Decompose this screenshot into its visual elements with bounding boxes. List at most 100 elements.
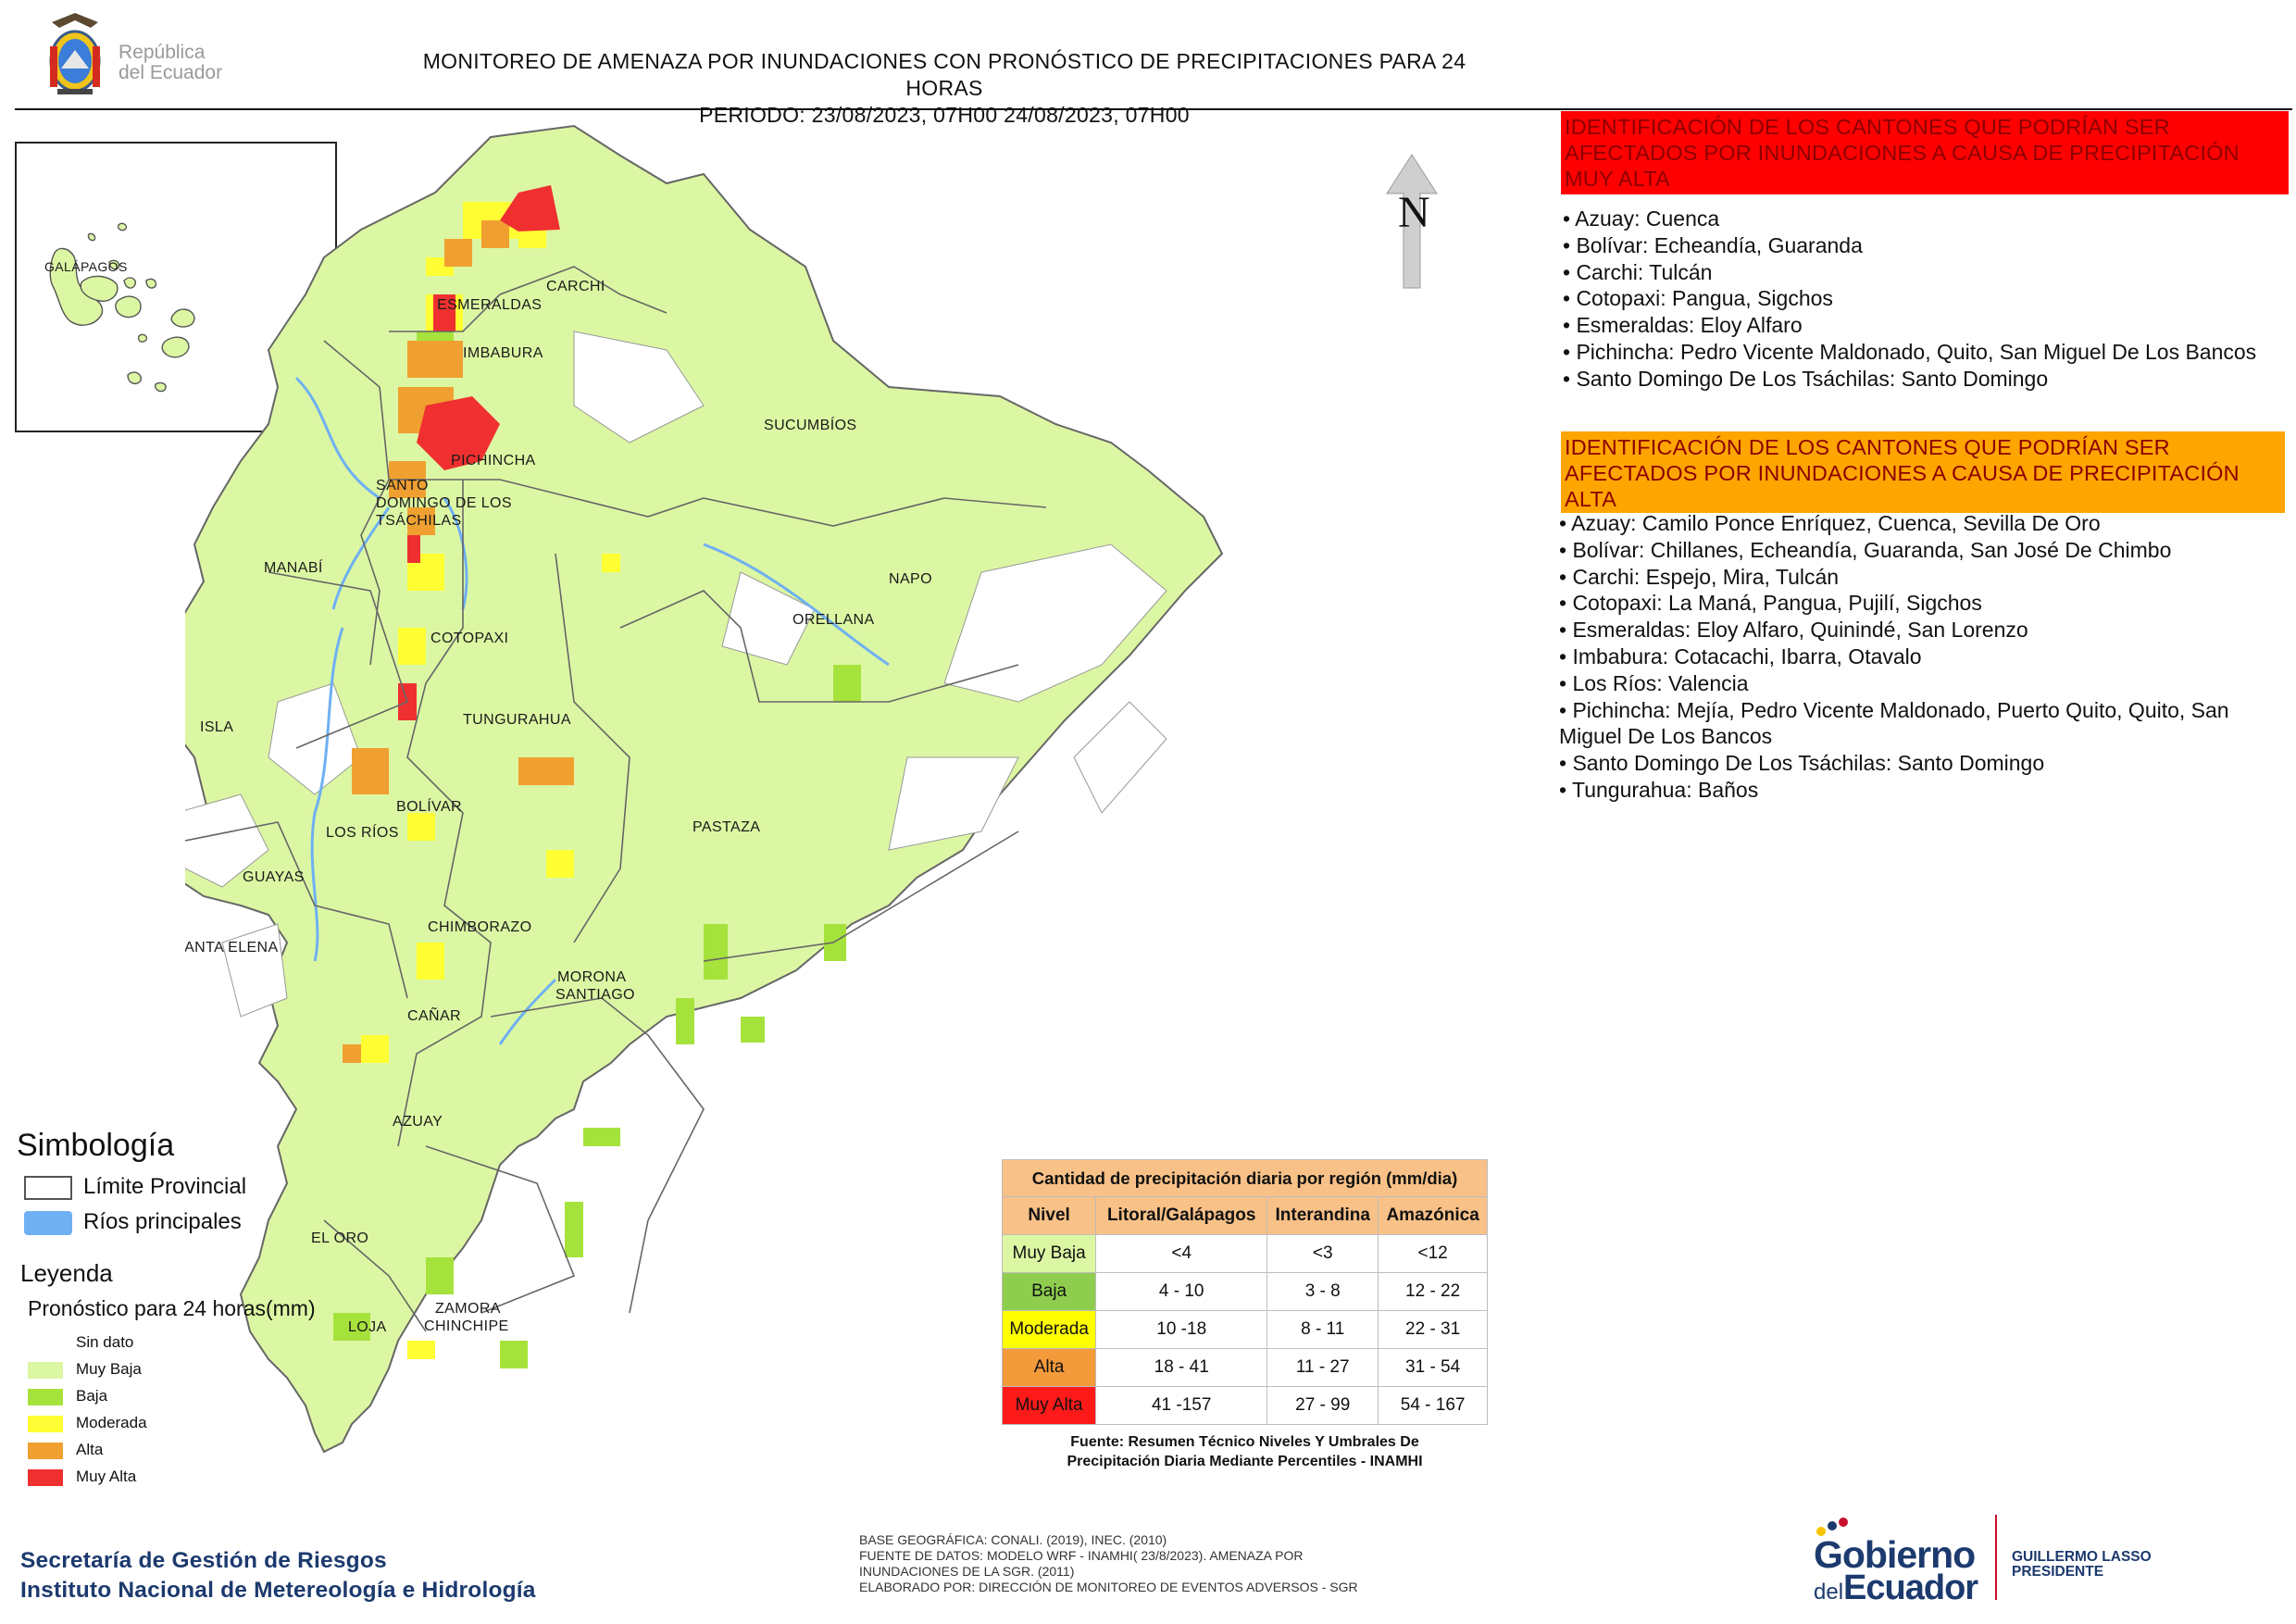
list-item: • Los Ríos: Valencia xyxy=(1559,670,1749,695)
table-row: Alta 18 - 41 11 - 27 31 - 54 xyxy=(1001,1348,1488,1387)
table-source: Fuente: Resumen Técnico Niveles Y Umbral… xyxy=(1002,1432,1488,1471)
label-guayas: GUAYAS xyxy=(243,869,305,885)
list-item: • Bolívar: Chillanes, Echeandía, Guarand… xyxy=(1559,537,2172,562)
list-item: • Carchi: Espejo, Mira, Tulcán xyxy=(1559,564,1840,589)
label-tungurahua: TUNGURAHUA xyxy=(463,712,571,728)
table-caption: Cantidad de precipitación diaria por reg… xyxy=(1002,1159,1488,1197)
level-cell: Muy Baja xyxy=(1001,1234,1097,1273)
list-item: • Azuay: Cuenca xyxy=(1563,206,1720,231)
list-item: • Bolívar: Echeandía, Guaranda xyxy=(1563,232,1863,257)
label-esmeraldas: ESMERALDAS xyxy=(437,297,542,313)
title-divider xyxy=(15,108,2292,110)
legend-swatch xyxy=(28,1361,63,1379)
credits: BASE GEOGRÁFICA: CONALI. (2019), INEC. (… xyxy=(859,1532,1433,1595)
organization-names: Secretaría de Gestión de Riesgos Institu… xyxy=(20,1546,536,1605)
source-line2: Precipitación Diaria Mediante Percentile… xyxy=(1067,1454,1423,1469)
ecuador-text: delEcuador xyxy=(1814,1568,1978,1607)
legend-swatch xyxy=(28,1388,63,1405)
legend-label: Alta xyxy=(76,1441,104,1458)
gobierno-logo: Gobierno delEcuador GUILLERMO LASSO PRES… xyxy=(1801,1507,2171,1607)
label-morona-1: MORONA xyxy=(557,969,626,985)
simbologia-rios: Ríos principales xyxy=(24,1209,242,1237)
label-manabi: MANABÍ xyxy=(264,558,323,576)
level-cell: Moderada xyxy=(1001,1310,1097,1349)
credits-line4: ELABORADO POR: DIRECCIÓN DE MONITOREO DE… xyxy=(859,1580,1358,1594)
legend-item: Baja xyxy=(28,1387,107,1409)
limite-swatch xyxy=(24,1175,72,1200)
value-cell: 18 - 41 xyxy=(1095,1348,1268,1387)
page-title: MONITOREO DE AMENAZA POR INUNDACIONES CO… xyxy=(389,48,1500,129)
value-cell: 41 -157 xyxy=(1095,1386,1268,1425)
list-item: • Esmeraldas: Eloy Alfaro, Quinindé, San… xyxy=(1559,618,2028,643)
legend-swatch xyxy=(28,1415,63,1432)
level-cell: Muy Alta xyxy=(1001,1386,1097,1425)
list-item: • Santo Domingo De Los Tsáchilas: Santo … xyxy=(1559,751,2045,776)
value-cell: 27 - 99 xyxy=(1267,1386,1379,1425)
list-item: • Esmeraldas: Eloy Alfaro xyxy=(1563,313,1803,338)
rios-swatch xyxy=(24,1210,72,1235)
legend-item: Muy Alta xyxy=(28,1468,136,1490)
label-carchi: CARCHI xyxy=(546,279,605,294)
leyenda-subtitle: Pronóstico para 24 horas(mm) xyxy=(28,1296,316,1320)
ecuador-map: CARCHI ESMERALDAS IMBABURA SUCUMBÍOS PIC… xyxy=(185,124,1224,1454)
limite-label: Límite Provincial xyxy=(83,1174,247,1199)
legend-label: Muy Baja xyxy=(76,1360,142,1378)
rios-label: Ríos principales xyxy=(83,1209,242,1234)
list-item: • Pichincha: Pedro Vicente Maldonado, Qu… xyxy=(1563,339,2257,364)
legend-swatch xyxy=(28,1334,63,1352)
north-arrow: N xyxy=(1379,153,1444,292)
value-cell: 8 - 11 xyxy=(1267,1310,1379,1349)
legend-item: Moderada xyxy=(28,1414,147,1436)
galapagos-islands: GALÁPAGOS xyxy=(44,222,195,393)
credits-line3: INUNDACIONES DE LA SGR. (2011) xyxy=(859,1564,1075,1579)
legend-item: Sin dato xyxy=(28,1333,133,1355)
table-row: Muy Baja <4 <3 <12 xyxy=(1001,1234,1488,1273)
legend-label: Sin dato xyxy=(76,1333,134,1351)
list-item: • Santo Domingo De Los Tsáchilas: Santo … xyxy=(1563,366,2049,391)
north-letter: N xyxy=(1398,188,1430,237)
level-cell: Alta xyxy=(1001,1348,1097,1387)
label-sto-domingo-3: TSÁCHILAS xyxy=(376,511,462,529)
credits-line1: BASE GEOGRÁFICA: CONALI. (2019), INEC. (… xyxy=(859,1532,1167,1547)
simbologia-title: Simbología xyxy=(17,1128,175,1163)
value-cell: 10 -18 xyxy=(1095,1310,1268,1349)
label-azuay: AZUAY xyxy=(393,1114,443,1130)
legend-item: Alta xyxy=(28,1441,103,1463)
table-row: Moderada 10 -18 8 - 11 22 - 31 xyxy=(1001,1310,1488,1349)
level-cell: Baja xyxy=(1001,1272,1097,1311)
list-item: • Cotopaxi: La Maná, Pangua, Pujilí, Sig… xyxy=(1559,591,1982,616)
muy-alta-list: • Azuay: Cuenca • Bolívar: Echeandía, Gu… xyxy=(1563,206,2285,393)
table-header: Litoral/Galápagos xyxy=(1095,1196,1268,1235)
label-zamora-1: ZAMORA xyxy=(435,1301,501,1317)
value-cell: 3 - 8 xyxy=(1267,1272,1379,1311)
legend-label: Muy Alta xyxy=(76,1468,137,1485)
label-bolivar: BOLÍVAR xyxy=(396,797,462,815)
legend-swatch xyxy=(28,1468,63,1486)
list-item: • Pichincha: Mejía, Pedro Vicente Maldon… xyxy=(1559,697,2229,749)
list-item: • Azuay: Camilo Ponce Enríquez, Cuenca, … xyxy=(1559,511,2101,535)
label-chimborazo: CHIMBORAZO xyxy=(428,919,531,935)
muy-alta-header: IDENTIFICACIÓN DE LOS CANTONES QUE PODRÍ… xyxy=(1561,111,2289,194)
table-row: Muy Alta 41 -157 27 - 99 54 - 167 xyxy=(1001,1386,1488,1425)
label-santa-elena: SANTA ELENA xyxy=(185,940,279,956)
table-header: Amazónica xyxy=(1378,1196,1488,1235)
source-line1: Fuente: Resumen Técnico Niveles Y Umbral… xyxy=(1070,1434,1419,1450)
inset-label: GALÁPAGOS xyxy=(44,259,128,274)
legend-item: Muy Baja xyxy=(28,1360,142,1382)
republica-logo: República del Ecuador xyxy=(33,9,256,102)
leyenda-title: Leyenda xyxy=(20,1259,113,1287)
simbologia-limite: Límite Provincial xyxy=(24,1174,246,1202)
label-canar: CAÑAR xyxy=(407,1006,461,1024)
label-cotopaxi: COTOPAXI xyxy=(430,631,508,646)
precipitation-table: Cantidad de precipitación diaria por reg… xyxy=(1001,1159,1488,1425)
legend-swatch xyxy=(28,1442,63,1459)
value-cell: 22 - 31 xyxy=(1378,1310,1488,1349)
logo-separator xyxy=(1995,1515,1997,1600)
value-cell: 54 - 167 xyxy=(1378,1386,1488,1425)
coat-of-arms-icon xyxy=(49,13,101,94)
president-label: GUILLERMO LASSO PRESIDENTE xyxy=(2012,1549,2152,1580)
label-morona-2: SANTIAGO xyxy=(555,987,635,1003)
label-el-oro: EL ORO xyxy=(311,1230,368,1246)
title-line2: PERIODO: 23/08/2023, 07H00 24/08/2023, 0… xyxy=(699,103,1190,127)
list-item: • Carchi: Tulcán xyxy=(1563,259,1713,284)
